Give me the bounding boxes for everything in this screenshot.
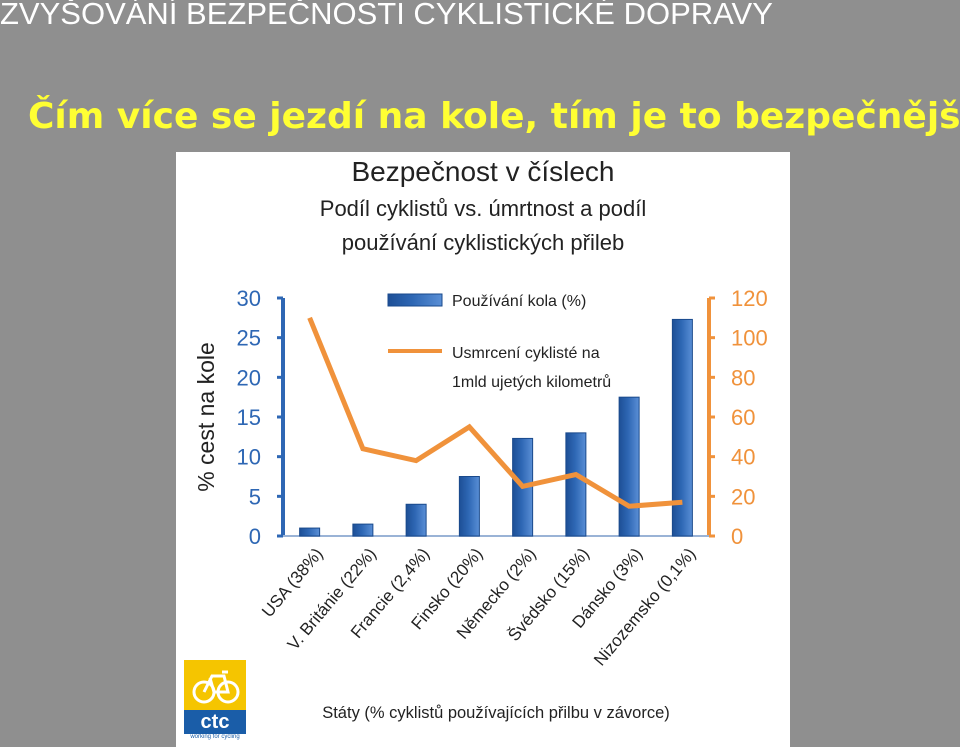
chart-panel: Bezpečnost v číslech Podíl cyklistů vs. … [176,152,790,747]
y-tick-label-right: 80 [731,365,755,390]
category-label: Nizozemsko (0,1%) [590,544,699,669]
bar [405,503,427,537]
bar [618,396,640,537]
ctc-logo: ctc working for cycling [184,660,246,740]
legend-line-label-1: Usmrcení cyklisté na [452,345,600,362]
legend-bar-swatch [387,293,443,307]
bar [458,476,480,537]
y-tick-label-right: 0 [731,524,743,549]
slide-title: ZVYŠOVÁNÍ BEZPEČNOSTI CYKLISTICKÉ DOPRAV… [0,0,773,31]
legend-bar-label: Používání kola (%) [452,293,586,310]
bicycle-icon [184,660,246,710]
logo-tagline: working for cycling [190,734,240,740]
y-tick-label-left: 25 [237,326,261,351]
x-axis-title: Státy (% cyklistů používajících přilbu v… [322,704,670,722]
y-tick-label-left: 10 [237,445,261,470]
y-tick-label-left: 0 [249,524,261,549]
bar [565,432,587,537]
chart-area: 0 5 10 15 20 25 30 0 20 40 60 80 100 120 Používání kol… [193,286,768,722]
logo-text: ctc [184,710,246,734]
chart-subtitle-line1: Podíl cyklistů vs. úmrtnost a podíl [319,196,647,221]
y-tick-label-right: 120 [731,286,768,311]
chart-subtitle-line2: používání cyklistických přileb [341,230,625,255]
line-series [307,316,683,509]
y-tick-label-left: 30 [237,286,261,311]
y-tick-label-right: 20 [731,484,755,509]
y-tick-label-left: 20 [237,365,261,390]
y-tick-label-right: 100 [731,326,768,351]
y-tick-label-right: 60 [731,405,755,430]
chart-title: Bezpečnost v číslech [351,156,615,187]
bar [299,527,321,537]
y-axis-title: % cest na kole [193,342,219,492]
legend-line-label-2: 1mld ujetých kilometrů [452,373,611,391]
y-tick-label-left: 5 [249,484,261,509]
y-tick-label-right: 40 [731,445,755,470]
slide-subtitle: Čím více se jezdí na kole, tím je to bez… [28,96,960,137]
y-tick-label-left: 15 [237,405,261,430]
bar [671,318,693,537]
bar [352,523,374,537]
